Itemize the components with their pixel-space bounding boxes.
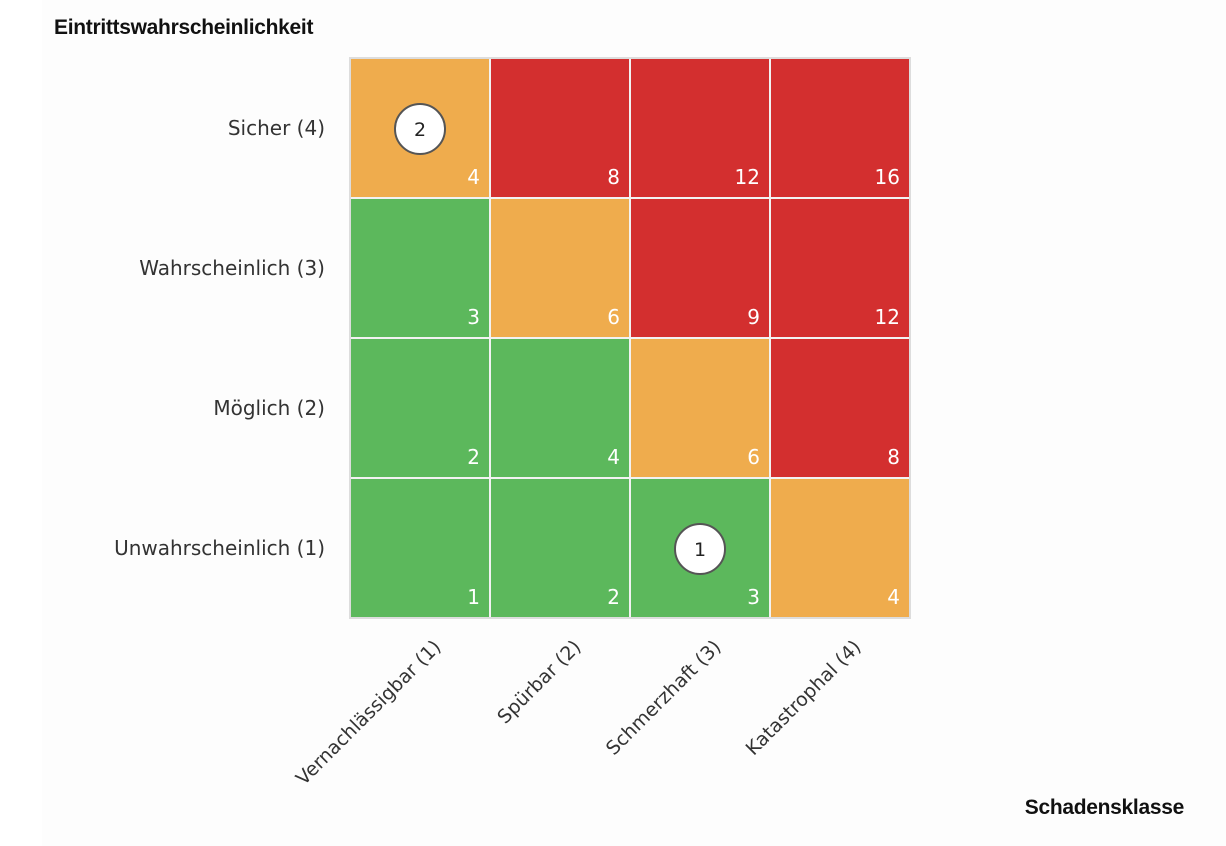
row-label: Möglich (2) <box>213 396 325 420</box>
risk-matrix-chart: Eintrittswahrscheinlichkeit 4 8 12 16 3 6 9 12 2… <box>0 0 1226 846</box>
cell-value-label: 8 <box>887 445 900 469</box>
cell-value-label: 6 <box>607 305 620 329</box>
cell-value-label: 4 <box>887 585 900 609</box>
risk-marker[interactable]: 1 <box>675 524 725 574</box>
cell-value-label: 12 <box>735 165 760 189</box>
cell-value-label: 12 <box>875 305 900 329</box>
x-axis-title: Schadensklasse <box>1025 796 1184 820</box>
row-label: Sicher (4) <box>228 116 325 140</box>
risk-marker-label: 1 <box>694 539 706 561</box>
risk-marker-label: 2 <box>414 119 426 141</box>
cell-value-label: 4 <box>607 445 620 469</box>
cell-value-label: 16 <box>875 165 900 189</box>
column-label: Katastrophal (4) <box>742 636 866 760</box>
risk-marker[interactable]: 2 <box>395 104 445 154</box>
column-label: Spürbar (2) <box>493 636 585 728</box>
cell-value-label: 3 <box>467 305 480 329</box>
row-label: Unwahrscheinlich (1) <box>114 536 325 560</box>
column-labels: Vernachlässigbar (1) Spürbar (2) Schmerzha… <box>292 636 866 790</box>
cell-value-label: 8 <box>607 165 620 189</box>
cell-value-label: 6 <box>747 445 760 469</box>
column-label: Schmerzhaft (3) <box>602 636 726 760</box>
cell-value-label: 1 <box>467 585 480 609</box>
cell-value-label: 3 <box>747 585 760 609</box>
risk-matrix-svg: 4 8 12 163 6 9 122 4 6 81 2 3 4 Sicher (4)Wahrschein… <box>0 0 1226 846</box>
column-label: Vernachlässigbar (1) <box>292 636 446 790</box>
cell-value-label: 2 <box>607 585 620 609</box>
cell-value-label: 4 <box>467 165 480 189</box>
row-labels: Sicher (4) Wahrscheinlich (3) Möglich (2) U… <box>114 116 325 560</box>
cell-value-label: 2 <box>467 445 480 469</box>
cell-value-label: 9 <box>747 305 760 329</box>
row-label: Wahrscheinlich (3) <box>139 256 325 280</box>
